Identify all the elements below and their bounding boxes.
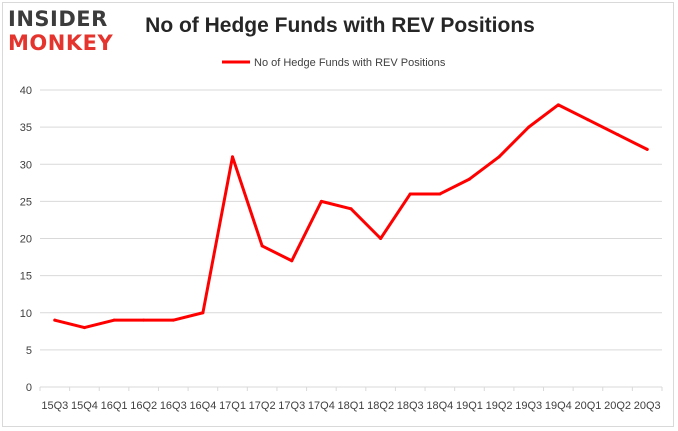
data-point (201, 311, 205, 315)
x-tick-label: 18Q1 (338, 400, 365, 412)
y-tick-label: 0 (26, 382, 32, 394)
data-point (142, 318, 146, 322)
data-point (260, 244, 264, 248)
x-tick-label: 16Q3 (160, 400, 187, 412)
data-point (586, 118, 590, 122)
x-tick-label: 20Q3 (634, 400, 661, 412)
x-tick-label: 17Q3 (278, 400, 305, 412)
x-tick-label: 19Q1 (456, 400, 483, 412)
y-tick-label: 30 (20, 159, 32, 171)
x-tick-label: 20Q1 (574, 400, 601, 412)
logo-line2: MONKEY (8, 31, 114, 55)
data-point (171, 318, 175, 322)
data-point (82, 326, 86, 330)
legend-label: No of Hedge Funds with REV Positions (254, 57, 446, 69)
y-tick-label: 35 (20, 122, 32, 134)
y-tick-label: 40 (20, 85, 32, 97)
x-tick-label: 15Q4 (71, 400, 98, 412)
x-tick-label: 19Q3 (515, 400, 542, 412)
x-tick-label: 17Q2 (249, 400, 276, 412)
data-point (231, 155, 235, 159)
data-point (467, 177, 471, 181)
data-point (616, 133, 620, 137)
x-tick-label: 20Q2 (604, 400, 631, 412)
x-tick-label: 17Q1 (219, 400, 246, 412)
x-tick-label: 16Q2 (130, 400, 157, 412)
chart-title: No of Hedge Funds with REV Positions (145, 14, 535, 37)
data-point (112, 318, 116, 322)
y-tick-label: 20 (20, 234, 32, 246)
gridlines (40, 89, 662, 388)
data-point (53, 318, 57, 322)
x-tick-label: 16Q1 (101, 400, 128, 412)
series-group (53, 103, 649, 330)
data-point (408, 192, 412, 196)
y-tick-label: 10 (20, 308, 32, 320)
y-tick-label: 25 (20, 196, 32, 208)
y-tick-labels: 0 5 10 15 20 25 30 35 40 (20, 85, 32, 394)
data-point (556, 103, 560, 107)
series-line-0 (53, 103, 649, 330)
data-point (527, 125, 531, 129)
data-point (438, 192, 442, 196)
data-point (645, 147, 649, 151)
chart-frame (2, 2, 674, 427)
data-point (290, 259, 294, 263)
x-tick-label: 18Q4 (426, 400, 453, 412)
x-tick-label: 17Q4 (308, 400, 335, 412)
y-tick-label: 5 (26, 345, 32, 357)
legend: No of Hedge Funds with REV Positions (222, 57, 446, 69)
data-point (497, 155, 501, 159)
data-point (319, 199, 323, 203)
x-tick-label: 18Q3 (397, 400, 424, 412)
x-tick-label: 15Q3 (41, 400, 68, 412)
x-tick-label: 16Q4 (189, 400, 216, 412)
x-tick-labels: 15Q3 15Q4 16Q1 16Q2 16Q3 16Q4 17Q1 17Q2 17Q3 17Q4… (39, 387, 663, 412)
data-point (349, 207, 353, 211)
x-tick-label: 19Q2 (486, 400, 513, 412)
x-tick-label: 19Q4 (545, 400, 572, 412)
logo-line1: INSIDER (8, 7, 108, 31)
insider-monkey-logo: INSIDER MONKEY (8, 6, 128, 56)
data-point (379, 237, 383, 240)
y-tick-label: 15 (20, 271, 32, 283)
x-tick-label: 18Q2 (367, 400, 394, 412)
